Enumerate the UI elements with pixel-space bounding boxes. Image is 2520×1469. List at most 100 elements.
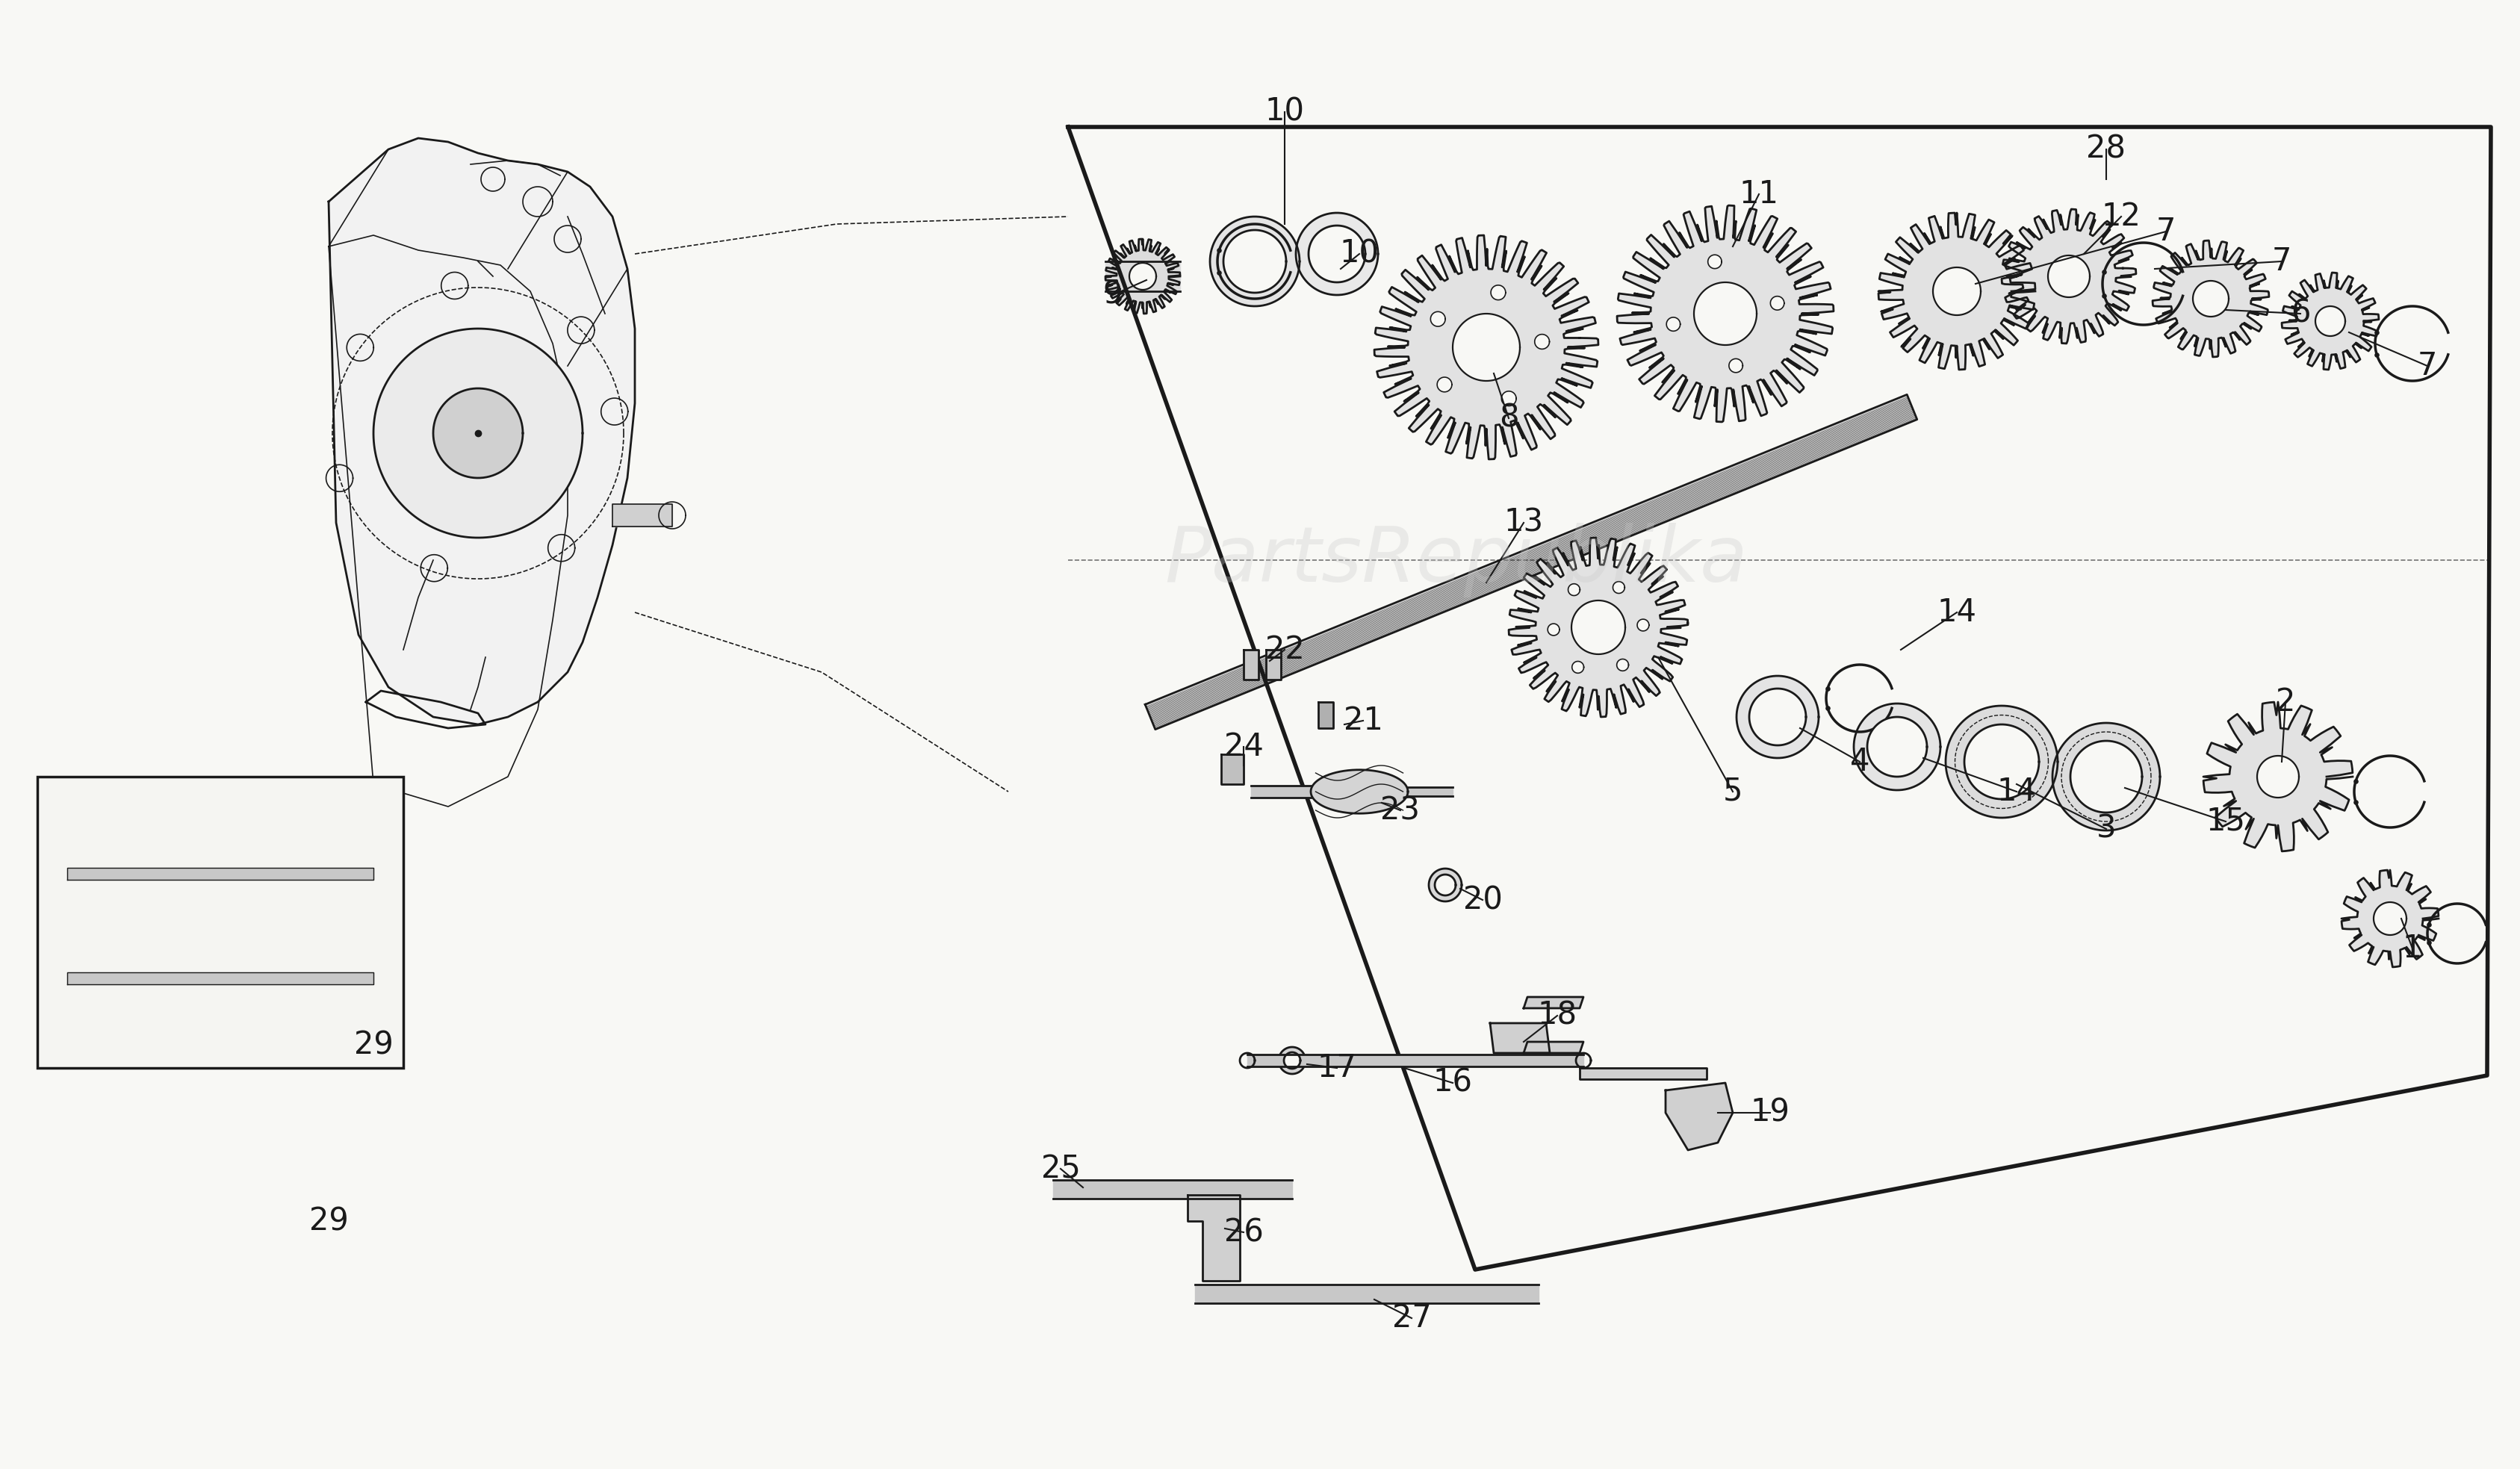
Polygon shape (1489, 1022, 1550, 1053)
Polygon shape (1572, 661, 1583, 673)
Polygon shape (1295, 213, 1378, 295)
Polygon shape (1194, 1284, 1540, 1303)
Polygon shape (244, 865, 262, 883)
Polygon shape (2374, 902, 2407, 936)
Polygon shape (1452, 314, 1520, 380)
Polygon shape (1638, 618, 1648, 632)
Polygon shape (78, 840, 146, 908)
Text: 23: 23 (1381, 795, 1421, 826)
Polygon shape (1373, 235, 1598, 460)
Text: 3: 3 (2097, 814, 2117, 845)
Bar (38, 777, 403, 1068)
Polygon shape (118, 971, 136, 986)
Polygon shape (2049, 256, 2089, 297)
Text: 24: 24 (1225, 732, 1263, 762)
Polygon shape (1666, 1083, 1734, 1150)
Polygon shape (1222, 231, 1285, 292)
Text: 13: 13 (1504, 507, 1542, 539)
Polygon shape (350, 970, 368, 987)
Polygon shape (1409, 787, 1452, 796)
Text: 11: 11 (1739, 179, 1779, 210)
Polygon shape (1265, 649, 1280, 680)
Polygon shape (1618, 660, 1628, 671)
Polygon shape (373, 329, 582, 538)
Polygon shape (315, 970, 333, 987)
Text: 7: 7 (2273, 245, 2291, 278)
Polygon shape (2152, 241, 2268, 357)
Polygon shape (1053, 1180, 1293, 1199)
Polygon shape (1572, 601, 1625, 654)
Polygon shape (1247, 1055, 1583, 1066)
Text: 6: 6 (2291, 298, 2311, 329)
Text: 9: 9 (1104, 279, 1124, 310)
Text: 1: 1 (2402, 933, 2422, 964)
Polygon shape (1535, 335, 1550, 350)
Polygon shape (1509, 538, 1688, 717)
Text: 2: 2 (2276, 686, 2296, 718)
Polygon shape (1431, 311, 1446, 326)
Polygon shape (1618, 206, 1835, 422)
Polygon shape (328, 138, 635, 724)
Polygon shape (1729, 358, 1744, 373)
Polygon shape (146, 868, 159, 880)
Polygon shape (98, 950, 156, 1006)
Text: 14: 14 (1996, 776, 2036, 808)
Polygon shape (144, 864, 164, 884)
Polygon shape (1567, 583, 1580, 595)
Polygon shape (318, 864, 338, 884)
Polygon shape (1749, 689, 1807, 745)
Polygon shape (295, 864, 318, 884)
Polygon shape (1434, 874, 1457, 896)
Polygon shape (2051, 723, 2160, 830)
Text: 19: 19 (1751, 1097, 1789, 1128)
Polygon shape (1250, 786, 1310, 798)
Polygon shape (1855, 704, 1940, 790)
Polygon shape (214, 864, 234, 884)
Polygon shape (1436, 378, 1452, 392)
Polygon shape (2341, 870, 2439, 967)
Polygon shape (300, 868, 312, 880)
Text: 5: 5 (1724, 776, 1744, 808)
Polygon shape (292, 837, 365, 909)
Polygon shape (222, 842, 285, 905)
Polygon shape (1502, 391, 1517, 405)
Text: 7: 7 (2417, 350, 2437, 382)
Polygon shape (1278, 1047, 1305, 1074)
Text: 29: 29 (310, 1206, 348, 1237)
Polygon shape (171, 942, 247, 1015)
Text: 29: 29 (353, 1030, 393, 1061)
Text: 14: 14 (1938, 596, 1976, 629)
Polygon shape (2316, 306, 2346, 336)
Text: 16: 16 (1434, 1066, 1472, 1099)
Text: 26: 26 (1225, 1216, 1263, 1249)
Text: PartsRepublika: PartsRepublika (1164, 523, 1749, 598)
Text: 10: 10 (1341, 238, 1378, 270)
Polygon shape (612, 504, 673, 526)
Polygon shape (1580, 1068, 1706, 1080)
Polygon shape (244, 970, 262, 987)
Polygon shape (433, 388, 522, 477)
Text: 8: 8 (1499, 403, 1520, 433)
Text: 22: 22 (1265, 635, 1305, 665)
Polygon shape (1963, 724, 2039, 799)
Polygon shape (1129, 263, 1157, 289)
Polygon shape (1222, 754, 1242, 784)
Text: 17: 17 (1318, 1052, 1356, 1084)
Polygon shape (275, 970, 292, 987)
Polygon shape (169, 862, 189, 884)
Text: 21: 21 (1343, 705, 1383, 736)
Polygon shape (166, 972, 176, 984)
Polygon shape (2071, 740, 2142, 812)
Polygon shape (1187, 1194, 1240, 1281)
Polygon shape (1308, 226, 1366, 282)
Polygon shape (1772, 297, 1784, 310)
Polygon shape (103, 864, 121, 883)
Text: 10: 10 (1265, 97, 1305, 128)
Text: 28: 28 (2087, 134, 2127, 165)
Text: 27: 27 (1391, 1303, 1431, 1334)
Polygon shape (1877, 213, 2036, 370)
Polygon shape (1106, 239, 1179, 314)
Polygon shape (1242, 649, 1257, 680)
Polygon shape (2001, 209, 2137, 344)
Polygon shape (219, 868, 229, 880)
